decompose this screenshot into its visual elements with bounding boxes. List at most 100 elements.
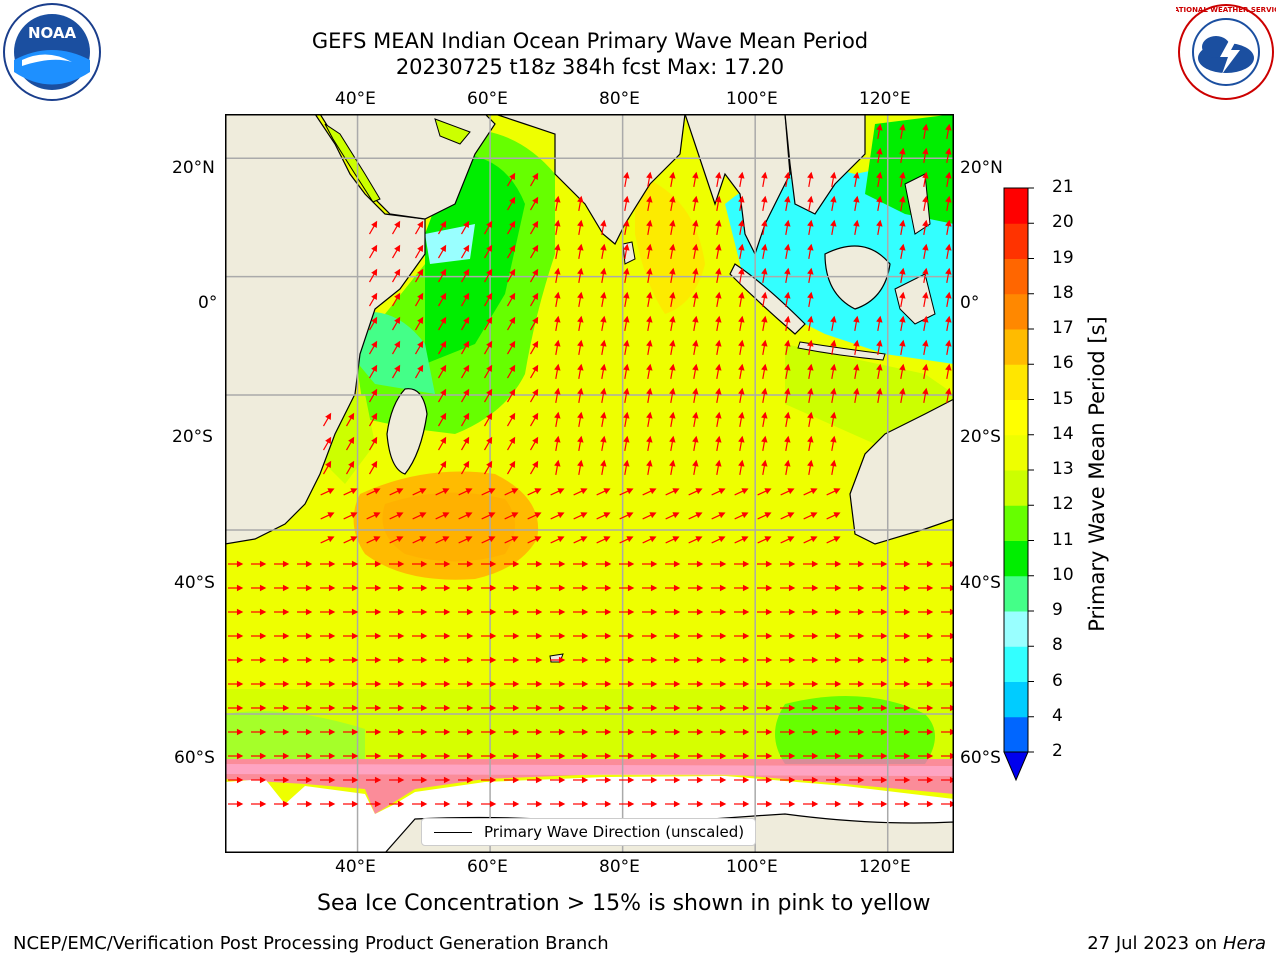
wave-arrow-head [554, 291, 561, 299]
wave-arrow-head [581, 656, 589, 664]
wave-arrow-head [650, 560, 658, 568]
wave-arrow-head [442, 512, 450, 519]
colorbar-tick-label: 15 [1052, 388, 1074, 409]
wave-arrow-head [807, 411, 814, 419]
wave-arrow-head [761, 291, 768, 299]
wave-arrow-head [857, 584, 865, 592]
wave-arrow-head [830, 459, 837, 467]
wave-arrow-head [259, 560, 267, 568]
wave-arrow-head [876, 171, 883, 179]
wave-arrow-head [738, 171, 745, 179]
wave-arrow-head [466, 560, 474, 568]
wave-arrow-head [554, 387, 561, 395]
wave-arrow-head [534, 536, 542, 543]
wave-arrow-head [807, 315, 814, 323]
wave-arrow-head [833, 512, 841, 519]
wave-arrow-head [511, 488, 519, 495]
wave-arrow-head [830, 411, 837, 419]
wave-arrow-head [419, 488, 427, 495]
wave-arrow-head [443, 728, 451, 736]
wave-arrow-head [811, 800, 819, 808]
wave-arrow-head [926, 776, 934, 784]
wave-arrow-head [788, 704, 796, 712]
wave-arrow-head [236, 680, 244, 688]
wave-arrow-head [463, 436, 470, 444]
wave-arrow-head [600, 363, 607, 371]
wave-arrow-head [394, 364, 401, 372]
colorbar-tick-label: 21 [1052, 177, 1074, 197]
wave-arrow-head [857, 776, 865, 784]
wave-arrow-head [328, 728, 336, 736]
wave-arrow-head [899, 291, 906, 299]
noaa-logo: NOAA [2, 2, 102, 102]
wave-arrow-head [876, 123, 883, 131]
wave-arrow-head [718, 512, 726, 519]
wave-arrow-head [899, 315, 906, 323]
nws-logo-text: NATIONAL WEATHER SERVICE [1176, 6, 1276, 14]
wave-arrow-head [853, 339, 860, 347]
wave-arrow-head [463, 268, 470, 276]
wave-arrow-head [512, 728, 520, 736]
wave-arrow-head [532, 244, 539, 252]
wave-arrow-head [742, 776, 750, 784]
wave-arrow-head [692, 315, 699, 323]
wave-arrow-head [742, 608, 750, 616]
wave-arrow-head [692, 195, 699, 203]
wave-arrow-head [327, 512, 335, 519]
wave-arrow-head [784, 171, 791, 179]
wave-arrow-head [715, 219, 722, 227]
wave-arrow-head [328, 800, 336, 808]
wave-arrow-head [577, 267, 584, 275]
wave-arrow-head [489, 800, 497, 808]
colorbar-tick-label: 17 [1052, 318, 1074, 338]
wave-arrow-head [696, 752, 704, 760]
wave-arrow-head [489, 632, 497, 640]
wave-arrow-head [417, 244, 424, 252]
wave-arrow-head [876, 147, 883, 155]
wave-arrow-head [397, 680, 405, 688]
wave-arrow-head [600, 291, 607, 299]
wave-arrow-head [627, 776, 635, 784]
wave-arrow-head [650, 656, 658, 664]
wave-arrow-head [903, 800, 911, 808]
wave-arrow-head [259, 776, 267, 784]
wave-arrow-head [604, 560, 612, 568]
wave-arrow-head [857, 800, 865, 808]
wave-arrow-head [305, 680, 313, 688]
wave-arrow-head [463, 220, 470, 228]
wave-arrow-head [371, 292, 378, 300]
wave-arrow-head [646, 243, 653, 251]
chart-title-line1: GEFS MEAN Indian Ocean Primary Wave Mean… [311, 29, 869, 53]
wave-arrow-head [581, 728, 589, 736]
colorbar-ticks: 2 4 6 8 9 10 11 12 13 14 15 16 17 18 19 20 21 [1048, 177, 1108, 782]
wave-arrow-head [489, 560, 497, 568]
wave-arrow-head [834, 680, 842, 688]
wave-arrow-head [554, 411, 561, 419]
wave-arrow-head [719, 800, 727, 808]
wave-arrow-head [580, 488, 588, 495]
wave-arrow-head [374, 728, 382, 736]
wave-arrow-head [532, 340, 539, 348]
wave-arrow-head [351, 728, 359, 736]
wave-arrow-head [788, 608, 796, 616]
wave-arrow-head [440, 436, 447, 444]
wave-arrow-head [926, 800, 934, 808]
wave-arrow-head [282, 800, 290, 808]
wave-arrow-head [880, 656, 888, 664]
wave-arrow-head [718, 536, 726, 543]
wave-arrow-head [741, 536, 749, 543]
wave-arrow-head [417, 220, 424, 228]
wave-arrow-head [788, 776, 796, 784]
wave-arrow-head [604, 608, 612, 616]
wave-arrow-head [788, 632, 796, 640]
lat-tick-left-1: 20°N [172, 158, 215, 178]
footer-date-text: 27 Jul 2023 on [1087, 933, 1223, 954]
wave-arrow-head [466, 608, 474, 616]
wave-arrow-head [692, 339, 699, 347]
wave-arrow-head [600, 459, 607, 467]
wave-arrow-head [880, 728, 888, 736]
wave-arrow-head [486, 244, 493, 252]
wave-arrow-head [420, 800, 428, 808]
wave-arrow-head [669, 459, 676, 467]
wave-arrow-head [532, 316, 539, 324]
